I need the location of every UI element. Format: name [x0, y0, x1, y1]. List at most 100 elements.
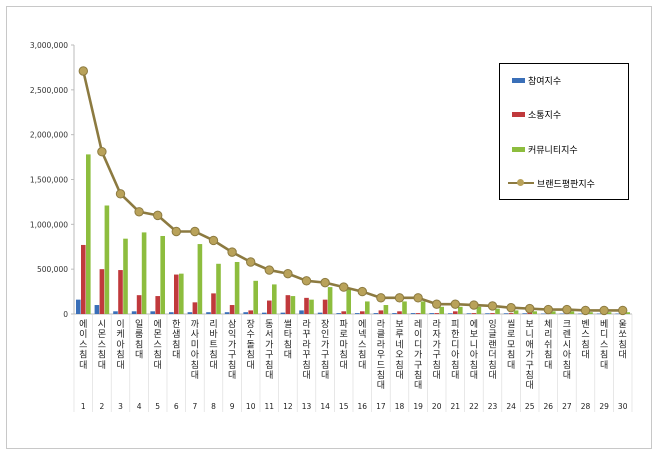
brand-index-point — [487, 301, 498, 311]
bar-participation — [503, 313, 509, 314]
brand-index-point — [264, 265, 274, 275]
legend-label-community: 커뮤니티지수 — [528, 145, 578, 156]
bar-participation — [317, 312, 323, 314]
bar-community — [179, 273, 184, 314]
brand-index-point — [432, 299, 442, 309]
brand-index-point — [227, 247, 237, 257]
bar-community — [86, 154, 91, 314]
bar-participation — [150, 311, 155, 314]
bar-community — [346, 288, 351, 314]
y-tick-label: 1,500,000 — [30, 176, 68, 185]
brand-index-point — [246, 257, 256, 267]
rank-label: 28 — [581, 402, 591, 411]
brand-index-point — [97, 147, 107, 157]
brand-index-point — [580, 305, 591, 316]
legend-swatch-participation — [512, 77, 525, 83]
brand-index-point — [115, 189, 126, 199]
bar-community — [216, 263, 221, 314]
bar-communication — [434, 313, 439, 314]
brand-index-point — [376, 293, 386, 303]
brand-index-point — [208, 235, 219, 246]
bar-community — [197, 244, 203, 314]
brand-index-point — [525, 303, 535, 314]
bar-participation — [224, 312, 230, 314]
bar-participation — [410, 313, 416, 314]
rank-label: 7 — [193, 402, 198, 411]
bar-participation — [541, 313, 546, 315]
rank-label: 1 — [81, 402, 86, 411]
legend-label-communication: 소통지수 — [528, 110, 562, 121]
brand-index-point — [562, 304, 572, 315]
bar-participation — [466, 313, 472, 314]
legend-item-community: 커뮤니티지수 — [512, 142, 578, 156]
legend-swatch-community — [512, 146, 525, 152]
bar-communication — [378, 310, 384, 314]
bar-community — [160, 235, 165, 314]
y-tick-label: 2,500,000 — [30, 86, 68, 95]
bar-communication — [415, 313, 421, 314]
brand-index-point — [450, 299, 460, 309]
bar-community — [123, 238, 128, 314]
bar-community — [253, 280, 258, 314]
bar-communication — [192, 302, 198, 314]
bar-community — [625, 312, 630, 314]
bar-community — [420, 301, 426, 314]
bar-communication — [99, 269, 105, 314]
bar-communication — [211, 293, 216, 314]
bar-communication — [360, 311, 365, 314]
y-tick-label: 2,000,000 — [30, 131, 68, 140]
rank-label: 18 — [395, 402, 405, 411]
rank-label: 2 — [100, 402, 105, 411]
bar-participation — [299, 310, 304, 314]
bar-participation — [559, 313, 565, 315]
rank-label: 6 — [174, 402, 179, 411]
rank-label: 5 — [155, 402, 160, 411]
bar-communication — [490, 313, 495, 314]
brand-index-point — [506, 303, 516, 313]
bar-community — [365, 301, 370, 314]
bar-participation — [392, 313, 397, 314]
brand-index-point — [320, 277, 330, 288]
bar-communication — [397, 311, 402, 314]
brand-index-point — [357, 286, 367, 297]
bar-communication — [322, 299, 328, 314]
bar-communication — [174, 274, 179, 314]
rank-label: 16 — [358, 402, 368, 411]
rank-label: 24 — [506, 402, 516, 411]
rank-label: 13 — [302, 402, 312, 411]
rank-label: 22 — [469, 402, 479, 411]
legend-item-communication: 소통지수 — [512, 107, 561, 121]
brand-index-point — [171, 226, 182, 237]
brand-index-point — [78, 66, 89, 76]
bar-participation — [355, 313, 360, 314]
bar-community — [402, 301, 407, 314]
rank-label: 30 — [618, 402, 628, 411]
bar-communication — [453, 311, 458, 314]
bar-communication — [267, 300, 272, 314]
rank-label: 14 — [320, 402, 330, 411]
rank-label: 12 — [283, 402, 293, 411]
rank-label: 9 — [230, 402, 235, 411]
bar-participation — [187, 312, 193, 314]
bar-participation — [113, 311, 118, 314]
rank-label: 27 — [562, 402, 572, 411]
bar-community — [104, 205, 110, 314]
